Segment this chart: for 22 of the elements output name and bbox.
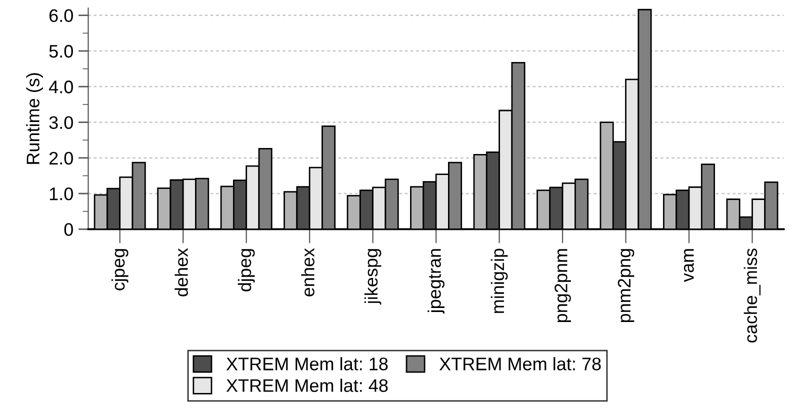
y-tick-label: 5.0	[49, 44, 73, 58]
y-tick-label: 2.0	[49, 152, 73, 165]
x-tick-label: enhex	[301, 248, 314, 296]
x-tick-label: dehex	[174, 248, 188, 296]
x-tick-label: djpeg	[238, 249, 255, 292]
y-tick-label: 3.0	[49, 116, 73, 129]
y-tick-label: 1.0	[50, 187, 73, 200]
y-tick-label: 6.0	[49, 9, 73, 22]
x-tick-label: jpegtran	[428, 249, 444, 314]
x-tick-label: cjpeg	[111, 249, 128, 290]
x-tick-label: pnm2png	[618, 249, 634, 322]
x-tick-label: cache_miss	[744, 248, 761, 342]
y-axis-title: Runtime (s)	[26, 73, 43, 164]
x-tick-label: jikespg	[364, 249, 382, 305]
legend-label: XTREM Mem lat: 78	[439, 357, 601, 370]
legend-label: XTREM Mem lat: 48	[226, 378, 388, 392]
x-tick-label: png2pnm	[554, 249, 571, 322]
x-tick-label: minigzip	[490, 248, 508, 313]
y-tick-label: 4.0	[48, 80, 73, 94]
x-tick-label: vam	[684, 249, 694, 282]
y-tick-label: 0	[64, 223, 73, 236]
legend-label: XTREM Mem lat: 18	[226, 357, 388, 370]
